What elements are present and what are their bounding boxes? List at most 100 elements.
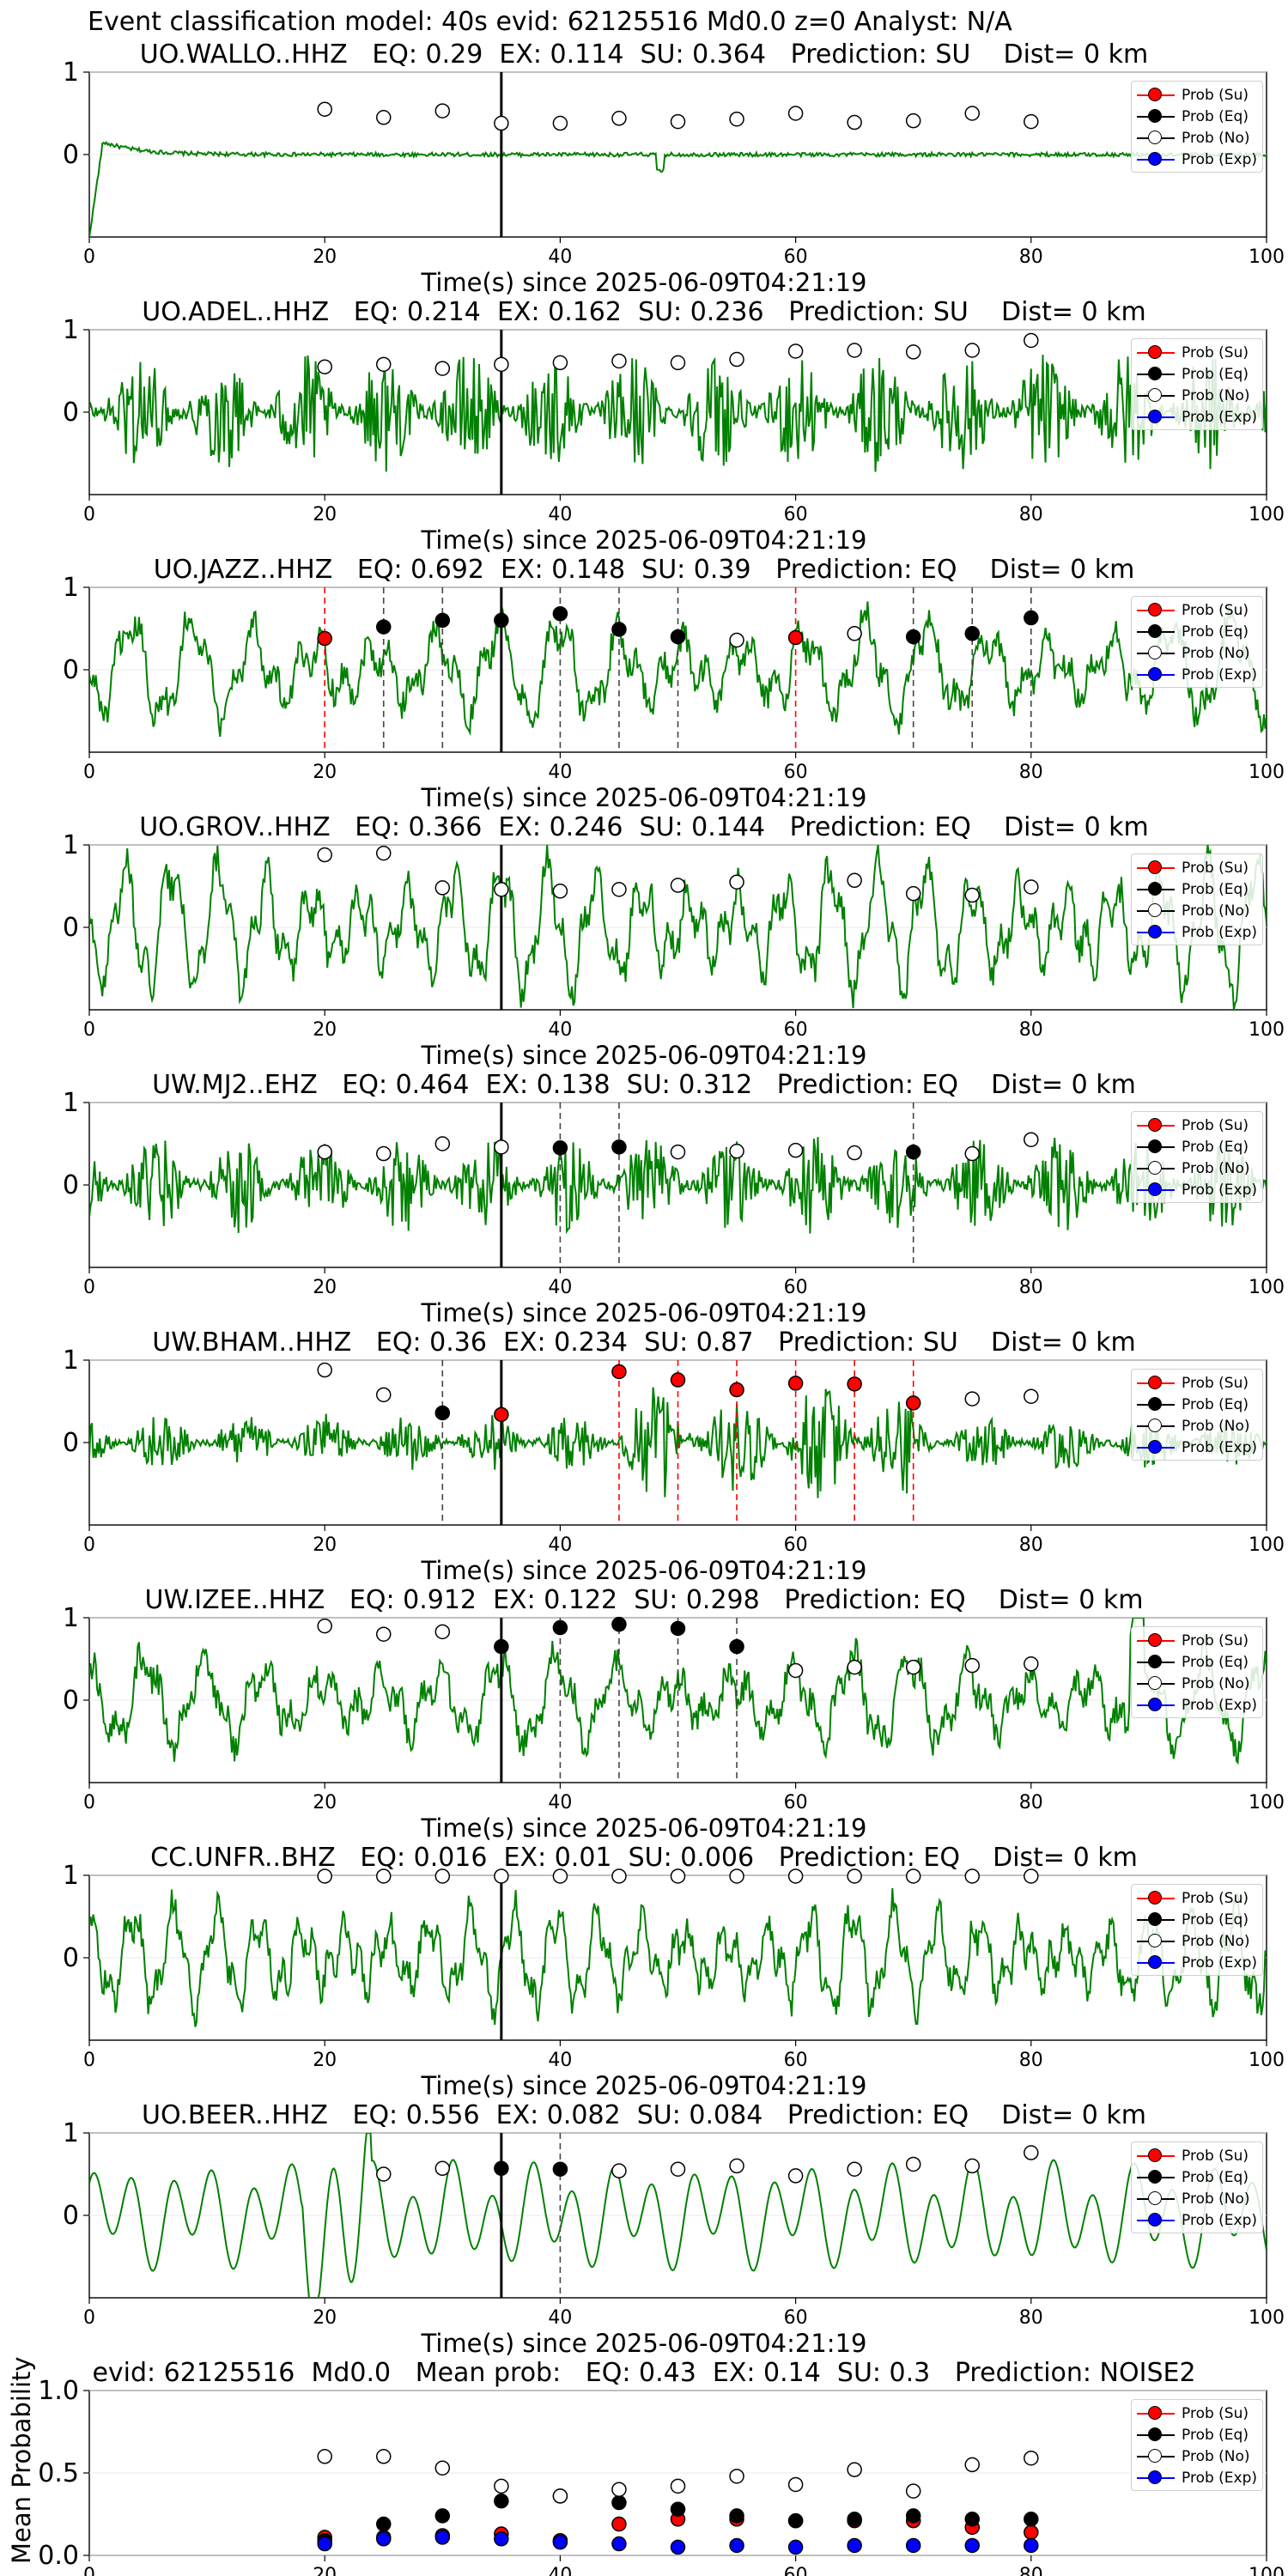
- probability-point: [611, 353, 627, 369]
- mean-probability-point: [787, 2476, 804, 2493]
- station-panel: UO.BEER..HHZ EQ: 0.556 EX: 0.082 SU: 0.0…: [0, 2061, 1288, 2358]
- waveform-trace: [89, 1887, 1267, 2027]
- legend-label: Prob (No): [1182, 1674, 1250, 1692]
- mean-probability-point: [670, 2539, 686, 2555]
- legend-label: Prob (No): [1182, 1932, 1250, 1950]
- probability-point: [847, 2161, 862, 2177]
- probability-point: [729, 2158, 744, 2174]
- panel-title: UO.ADEL..HHZ EQ: 0.214 EX: 0.162 SU: 0.2…: [142, 297, 1146, 327]
- x-tick-label: 20: [313, 1019, 337, 1041]
- probability-point: [611, 2163, 627, 2178]
- legend-marker-icon: [1137, 623, 1175, 640]
- probability-point: [317, 1362, 332, 1378]
- panel-plot: 100 20 40 60 80 100: [63, 1603, 1285, 1814]
- x-tick-label: 0: [83, 2565, 95, 2576]
- probability-point: [611, 1868, 627, 1884]
- x-tick-label: 20: [313, 504, 337, 526]
- legend-marker-icon: [1137, 1160, 1175, 1176]
- probability-point: [376, 2166, 392, 2182]
- mean-probability-point: [552, 2534, 568, 2550]
- x-tick-label: 60: [784, 2565, 808, 2576]
- probability-point: [494, 1139, 509, 1155]
- probability-point: [905, 1868, 921, 1884]
- x-tick-label: 20: [313, 246, 337, 268]
- panel-title: UW.MJ2..EHZ EQ: 0.464 EX: 0.138 SU: 0.31…: [152, 1070, 1136, 1100]
- mean-probability-point: [964, 2512, 980, 2527]
- probability-point: [434, 1624, 451, 1640]
- legend-label: Prob (Exp): [1182, 1696, 1258, 1714]
- legend-entry: Prob (Eq): [1137, 878, 1257, 900]
- x-tick-label: 20: [313, 2050, 337, 2071]
- legend: Prob (Su) Prob (Eq) Prob (No) Prob (Exp): [1131, 1369, 1264, 1461]
- probability-point: [494, 2160, 509, 2177]
- x-tick-label: 100: [1249, 1792, 1285, 1814]
- probability-point: [434, 361, 451, 376]
- y-tick-label: 0: [63, 1943, 79, 1973]
- y-tick-label: 1.0: [38, 2376, 79, 2406]
- panel-plot: 100 20 40 60 80 100: [63, 1861, 1285, 2071]
- x-axis-label: Time(s) since 2025-06-09T04:21:19: [421, 1814, 867, 1843]
- panel-title: UW.IZEE..HHZ EQ: 0.912 EX: 0.122 SU: 0.2…: [144, 1585, 1144, 1615]
- legend-entry: Prob (Exp): [1137, 1437, 1257, 1458]
- y-tick-label: 1: [63, 1861, 79, 1891]
- legend: Prob (Su) Prob (Eq) Prob (No) Prob (Exp): [1131, 2399, 1264, 2491]
- legend-entry: Prob (Su): [1137, 2403, 1257, 2424]
- x-tick-label: 0: [83, 1534, 95, 1556]
- legend-label: Prob (No): [1182, 2447, 1250, 2465]
- legend-marker-icon: [1137, 1632, 1175, 1649]
- legend-entry: Prob (Exp): [1137, 1694, 1257, 1716]
- legend-entry: Prob (No): [1137, 1930, 1257, 1952]
- probability-point: [1024, 1656, 1039, 1672]
- legend-label: Prob (Su): [1182, 1889, 1249, 1907]
- legend-label: Prob (Exp): [1182, 408, 1258, 426]
- probability-point: [434, 2160, 451, 2177]
- probability-point: [847, 114, 862, 131]
- legend-label: Prob (Eq): [1182, 1395, 1249, 1413]
- probability-point: [905, 2156, 921, 2172]
- panel-title: evid: 62125516 Md0.0 Mean prob: EQ: 0.43…: [92, 2358, 1196, 2388]
- legend-marker-icon: [1137, 2448, 1175, 2464]
- legend-marker-icon: [1137, 1675, 1175, 1692]
- station-panel: evid: 62125516 Md0.0 Mean prob: EQ: 0.43…: [0, 2318, 1288, 2576]
- x-tick-label: 60: [784, 2050, 808, 2071]
- x-tick-label: 40: [548, 1019, 572, 1041]
- legend-entry: Prob (Su): [1137, 1115, 1257, 1136]
- mean-probability-point: [729, 2537, 744, 2554]
- probability-point: [787, 2168, 804, 2184]
- mean-probability-point: [964, 2457, 980, 2473]
- mean-probability-point: [847, 2512, 862, 2527]
- panel-title: CC.UNFR..BHZ EQ: 0.016 EX: 0.01 SU: 0.00…: [150, 1843, 1138, 1873]
- mean-probability-point: [611, 2516, 627, 2532]
- legend-marker-icon: [1137, 2470, 1175, 2486]
- probability-point: [905, 1144, 921, 1160]
- waveform-trace: [89, 845, 1267, 1010]
- waveform-trace: [89, 2133, 1267, 2298]
- legend-label: Prob (No): [1182, 386, 1250, 404]
- probability-point: [434, 1868, 451, 1884]
- probability-point: [552, 884, 568, 899]
- legend-label: Prob (Exp): [1182, 1181, 1258, 1199]
- legend-entry: Prob (Su): [1137, 2145, 1257, 2166]
- panel-plot: 100 20 40 60 80 100: [63, 58, 1285, 268]
- probability-point: [847, 1145, 862, 1161]
- x-tick-label: 20: [313, 762, 337, 783]
- x-tick-label: 80: [1019, 504, 1043, 526]
- probability-point: [1024, 2145, 1039, 2160]
- x-tick-label: 60: [784, 1792, 808, 1814]
- mean-probability-point: [434, 2508, 451, 2524]
- legend-entry: Prob (Su): [1137, 1887, 1257, 1909]
- probability-point: [787, 343, 804, 359]
- probability-point: [905, 112, 921, 129]
- station-panel: UW.BHAM..HHZ EQ: 0.36 EX: 0.234 SU: 0.87…: [0, 1288, 1288, 1585]
- probability-point: [376, 1387, 392, 1403]
- x-axis-label: Time(s) since 2025-06-09T04:21:19: [421, 2329, 867, 2358]
- probability-point: [670, 1620, 686, 1637]
- legend: Prob (Su) Prob (Eq) Prob (No) Prob (Exp): [1131, 1111, 1264, 1203]
- legend-entry: Prob (Eq): [1137, 1651, 1257, 1673]
- probability-point: [670, 1868, 686, 1884]
- legend-entry: Prob (Eq): [1137, 1136, 1257, 1157]
- legend-label: Prob (Eq): [1182, 2426, 1249, 2444]
- legend-entry: Prob (Eq): [1137, 1909, 1257, 1930]
- probability-point: [434, 1405, 451, 1421]
- legend-entry: Prob (Exp): [1137, 2209, 1257, 2231]
